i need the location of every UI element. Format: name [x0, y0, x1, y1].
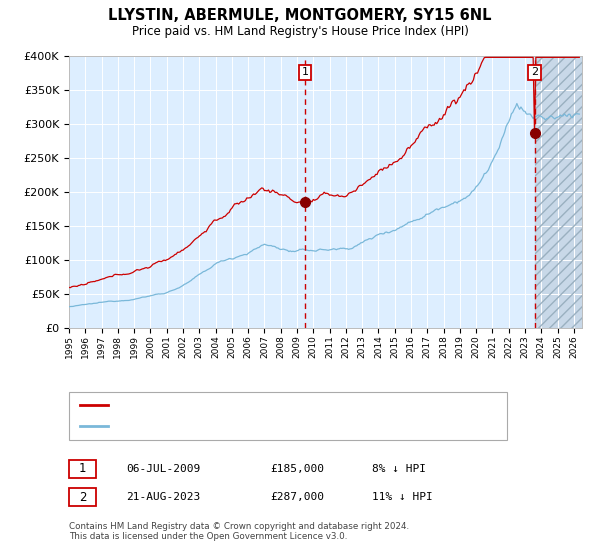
- Text: LLYSTIN, ABERMULE, MONTGOMERY, SY15 6NL (detached house): LLYSTIN, ABERMULE, MONTGOMERY, SY15 6NL …: [115, 400, 452, 410]
- Text: 1: 1: [79, 462, 86, 475]
- Text: 06-JUL-2009: 06-JUL-2009: [126, 464, 200, 474]
- Text: HPI: Average price, detached house, Powys: HPI: Average price, detached house, Powy…: [115, 421, 340, 431]
- Text: Contains HM Land Registry data © Crown copyright and database right 2024.
This d: Contains HM Land Registry data © Crown c…: [69, 522, 409, 542]
- Text: 11% ↓ HPI: 11% ↓ HPI: [372, 492, 433, 502]
- Text: 8% ↓ HPI: 8% ↓ HPI: [372, 464, 426, 474]
- Text: LLYSTIN, ABERMULE, MONTGOMERY, SY15 6NL: LLYSTIN, ABERMULE, MONTGOMERY, SY15 6NL: [108, 8, 492, 24]
- Text: £287,000: £287,000: [270, 492, 324, 502]
- Text: 2: 2: [531, 67, 538, 77]
- Bar: [535, 56, 582, 328]
- Text: £185,000: £185,000: [270, 464, 324, 474]
- Text: 1: 1: [302, 67, 308, 77]
- Text: 2: 2: [79, 491, 86, 504]
- Text: 21-AUG-2023: 21-AUG-2023: [126, 492, 200, 502]
- Text: Price paid vs. HM Land Registry's House Price Index (HPI): Price paid vs. HM Land Registry's House …: [131, 25, 469, 38]
- Bar: [535, 56, 582, 328]
